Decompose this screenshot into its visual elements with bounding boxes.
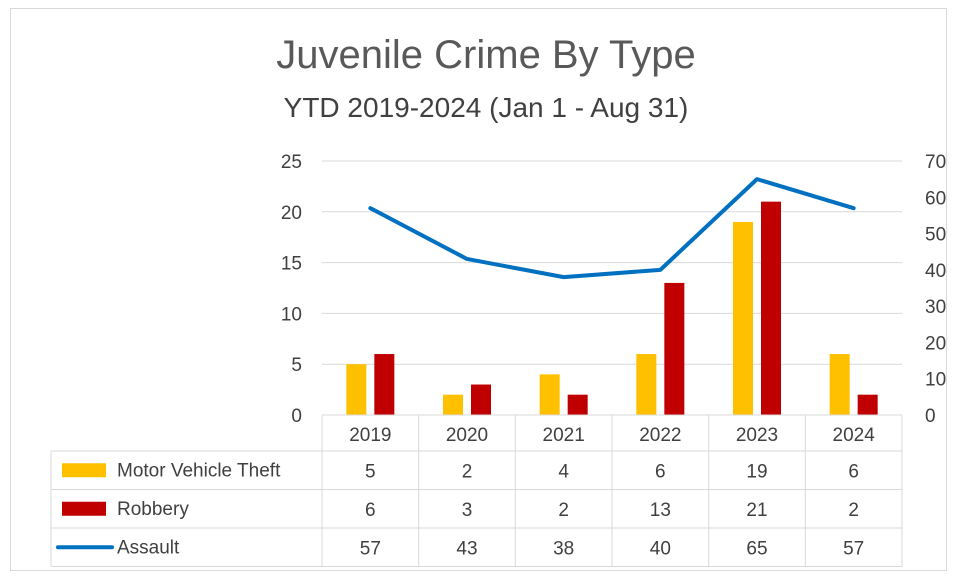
data-table: 2019 2020 2021 2022 2023 2024 Motor Vehicle Th…: [50, 414, 903, 567]
data-label: 13: [650, 500, 671, 521]
data-label: 57: [360, 538, 381, 559]
left-tick-label: 25: [281, 152, 302, 173]
right-tick-label: 10: [925, 370, 946, 391]
right-tick-label: 60: [925, 188, 946, 209]
data-label: 65: [746, 538, 767, 559]
bar-motor-vehicle-theft: [829, 354, 850, 415]
category-label: 2024: [833, 425, 876, 446]
data-label: 40: [650, 538, 671, 559]
bar-robbery: [664, 282, 685, 415]
category-label: 2020: [446, 425, 488, 446]
category-label: 2022: [639, 425, 681, 446]
left-tick-label: 5: [291, 355, 302, 376]
legend-label: Robbery: [117, 499, 189, 520]
left-tick-label: 15: [281, 254, 302, 275]
data-label: 21: [746, 500, 767, 521]
data-label: 2: [848, 500, 859, 521]
assault-line: [368, 177, 856, 280]
chart-subtitle: YTD 2019-2024 (Jan 1 - Aug 31): [284, 92, 689, 123]
right-axis: 0 10 20 30 40 50 60 70: [925, 152, 946, 427]
data-label: 4: [558, 461, 569, 482]
right-tick-label: 20: [925, 333, 946, 354]
data-label: 43: [456, 538, 477, 559]
bar-motor-vehicle-theft: [539, 374, 560, 415]
data-label: 2: [462, 461, 473, 482]
legend-label: Motor Vehicle Theft: [117, 460, 281, 481]
category-label: 2021: [543, 425, 585, 446]
data-label: 6: [365, 500, 376, 521]
legend-key: [62, 501, 106, 516]
bars: [346, 201, 878, 415]
data-label: 19: [746, 461, 767, 482]
bar-robbery: [857, 394, 878, 415]
data-label: 57: [843, 538, 864, 559]
bar-motor-vehicle-theft: [346, 364, 367, 415]
right-tick-label: 30: [925, 297, 946, 318]
right-tick-label: 70: [925, 152, 946, 173]
gridlines: [322, 160, 902, 365]
chart-frame: [10, 8, 947, 571]
category-label: 2019: [349, 425, 391, 446]
left-axis: 0 5 10 15 20 25: [281, 152, 302, 427]
bar-robbery: [567, 394, 588, 415]
right-tick-label: 0: [925, 406, 936, 427]
bar-motor-vehicle-theft: [733, 221, 753, 415]
bar-robbery: [374, 354, 395, 415]
left-tick-label: 10: [281, 304, 302, 325]
line-assault: [368, 177, 856, 280]
legend-label: Assault: [117, 537, 180, 558]
data-label: 38: [553, 538, 574, 559]
left-tick-label: 0: [291, 406, 302, 427]
bar-robbery: [471, 384, 491, 415]
data-label: 6: [848, 461, 859, 482]
bar-robbery: [761, 201, 781, 415]
category-label: 2023: [736, 425, 778, 446]
legend-key: [62, 463, 106, 478]
left-tick-label: 20: [281, 203, 302, 224]
data-label: 5: [365, 461, 376, 482]
right-tick-label: 50: [925, 225, 946, 246]
right-tick-label: 40: [925, 261, 946, 282]
bar-motor-vehicle-theft: [443, 394, 463, 415]
chart-title: Juvenile Crime By Type: [276, 33, 695, 77]
data-label: 6: [655, 461, 666, 482]
bar-motor-vehicle-theft: [636, 354, 657, 415]
data-label: 2: [558, 500, 569, 521]
data-label: 3: [462, 500, 473, 521]
